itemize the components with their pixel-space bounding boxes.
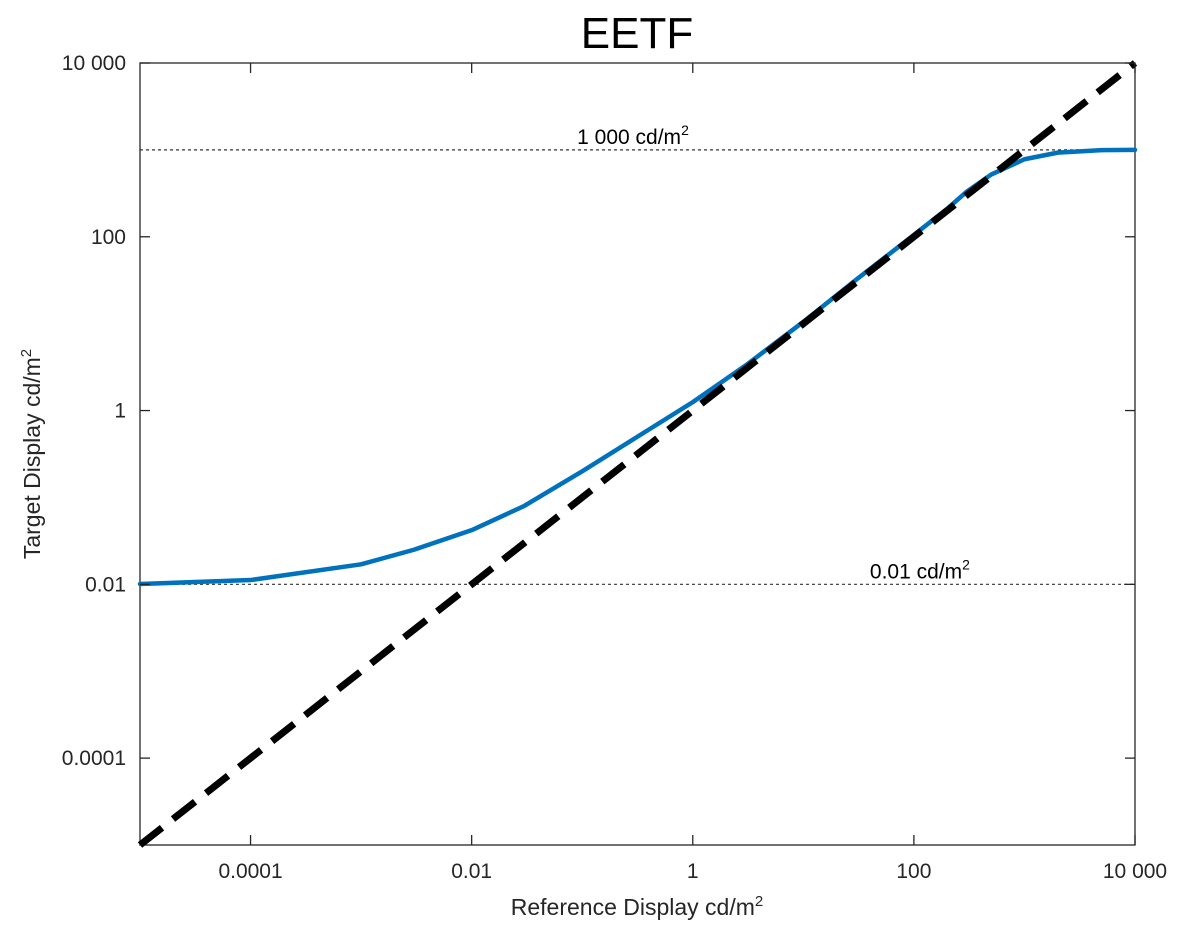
reference-line-label-superscript: 2 [681,122,689,138]
x-tick-label: 0.01 [451,860,492,883]
x-axis-title-text: Reference Display cd/m [511,894,755,920]
x-axis-title-superscript: 2 [755,893,763,910]
x-axis-title: Reference Display cd/m2 [511,893,764,920]
axes-frame [139,62,1136,846]
y-tick-label: 0.01 [85,573,126,596]
eetf-curve-line [137,147,1138,587]
series-layer [137,60,1138,848]
y-tick-label: 1 [114,400,126,423]
y-axis-title-superscript: 2 [18,349,35,357]
x-tick-label: 100 [896,860,931,883]
plot-area [139,62,1136,846]
reference-line-label: 0.01 cd/m2 [870,556,970,583]
y-axis-title: Target Display cd/m2 [18,349,45,559]
y-tick-label: 100 [91,226,126,249]
y-tick-label: 10 000 [62,52,126,75]
reference-line-label-text: 0.01 cd/m [870,560,962,583]
y-tick-label: 0.0001 [62,747,126,770]
reference-line-label-text: 1 000 cd/m [577,126,681,149]
x-tick-label: 10 000 [1103,860,1167,883]
ticks-layer: 0.0001 0.01 1 100 10 000 0.0001 0.01 1 100 10 000 [62,52,1167,883]
identity-dashed-line [137,60,1138,848]
chart-title: EETF [581,9,693,58]
reference-line-label: 1 000 cd/m2 [577,122,689,149]
x-tick-label: 0.0001 [218,860,282,883]
x-tick-label: 1 [687,860,699,883]
y-axis-title-text: Target Display cd/m [19,357,45,559]
reference-lines: 1 000 cd/m20.01 cd/m2 [140,122,1135,585]
reference-line-label-superscript: 2 [962,556,970,572]
